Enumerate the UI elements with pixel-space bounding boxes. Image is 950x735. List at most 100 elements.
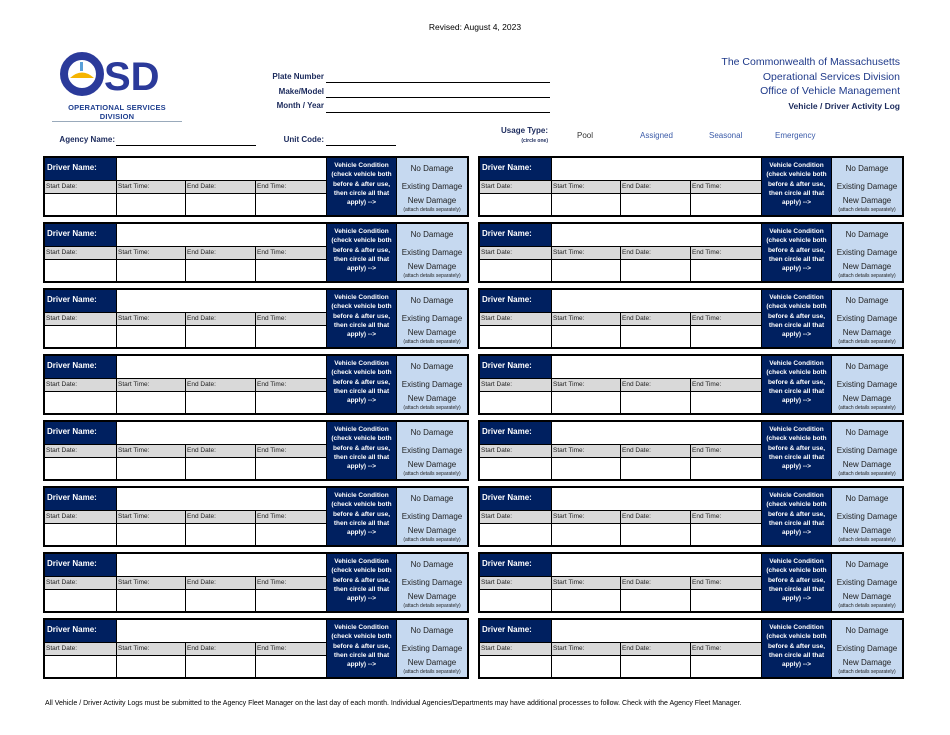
existing-damage-option[interactable]: Existing Damage <box>836 578 898 587</box>
new-damage-option[interactable]: New Damage <box>407 394 457 403</box>
new-damage-option[interactable]: New Damage <box>842 328 892 337</box>
start-date-field[interactable] <box>45 656 117 677</box>
usage-option-pool[interactable]: Pool <box>577 131 594 140</box>
usage-option-assigned[interactable]: Assigned <box>640 131 673 140</box>
start-time-field[interactable] <box>552 524 621 545</box>
driver-name-field[interactable] <box>552 620 762 643</box>
start-time-field[interactable] <box>117 326 186 347</box>
start-time-field[interactable] <box>117 260 186 281</box>
end-date-field[interactable] <box>621 194 691 215</box>
end-time-field[interactable] <box>691 524 762 545</box>
end-time-field[interactable] <box>256 326 327 347</box>
no-damage-option[interactable]: No Damage <box>845 362 889 371</box>
driver-name-field[interactable] <box>552 422 762 445</box>
driver-name-field[interactable] <box>552 158 762 181</box>
end-time-field[interactable] <box>256 194 327 215</box>
no-damage-option[interactable]: No Damage <box>410 296 454 305</box>
unit-code-field[interactable] <box>326 145 396 146</box>
start-date-field[interactable] <box>45 326 117 347</box>
end-date-field[interactable] <box>621 590 691 611</box>
start-time-field[interactable] <box>552 458 621 479</box>
existing-damage-option[interactable]: Existing Damage <box>836 644 898 653</box>
new-damage-option[interactable]: New Damage <box>407 658 457 667</box>
start-date-field[interactable] <box>480 524 552 545</box>
start-date-field[interactable] <box>480 458 552 479</box>
end-date-field[interactable] <box>621 458 691 479</box>
usage-option-emergency[interactable]: Emergency <box>775 131 816 140</box>
start-date-field[interactable] <box>45 260 117 281</box>
driver-name-field[interactable] <box>117 158 327 181</box>
existing-damage-option[interactable]: Existing Damage <box>836 182 898 191</box>
start-date-field[interactable] <box>480 590 552 611</box>
driver-name-field[interactable] <box>552 488 762 511</box>
new-damage-option[interactable]: New Damage <box>407 592 457 601</box>
make-model-field[interactable] <box>326 97 550 98</box>
end-date-field[interactable] <box>621 260 691 281</box>
start-time-field[interactable] <box>552 590 621 611</box>
new-damage-option[interactable]: New Damage <box>407 262 457 271</box>
end-date-field[interactable] <box>186 260 256 281</box>
usage-option-seasonal[interactable]: Seasonal <box>709 131 743 140</box>
existing-damage-option[interactable]: Existing Damage <box>401 380 463 389</box>
end-date-field[interactable] <box>186 194 256 215</box>
end-time-field[interactable] <box>256 524 327 545</box>
agency-name-field[interactable] <box>116 145 256 146</box>
start-date-field[interactable] <box>480 656 552 677</box>
end-date-field[interactable] <box>186 656 256 677</box>
end-time-field[interactable] <box>256 392 327 413</box>
end-date-field[interactable] <box>621 392 691 413</box>
existing-damage-option[interactable]: Existing Damage <box>836 446 898 455</box>
start-date-field[interactable] <box>45 590 117 611</box>
start-time-field[interactable] <box>117 392 186 413</box>
end-date-field[interactable] <box>186 590 256 611</box>
start-date-field[interactable] <box>45 392 117 413</box>
start-date-field[interactable] <box>480 260 552 281</box>
start-time-field[interactable] <box>552 260 621 281</box>
start-date-field[interactable] <box>480 392 552 413</box>
start-time-field[interactable] <box>552 326 621 347</box>
new-damage-option[interactable]: New Damage <box>842 658 892 667</box>
driver-name-field[interactable] <box>117 488 327 511</box>
new-damage-option[interactable]: New Damage <box>407 460 457 469</box>
driver-name-field[interactable] <box>117 620 327 643</box>
no-damage-option[interactable]: No Damage <box>410 494 454 503</box>
end-time-field[interactable] <box>256 458 327 479</box>
no-damage-option[interactable]: No Damage <box>845 230 889 239</box>
driver-name-field[interactable] <box>117 290 327 313</box>
new-damage-option[interactable]: New Damage <box>842 394 892 403</box>
no-damage-option[interactable]: No Damage <box>845 164 889 173</box>
no-damage-option[interactable]: No Damage <box>845 626 889 635</box>
new-damage-option[interactable]: New Damage <box>842 592 892 601</box>
driver-name-field[interactable] <box>117 554 327 577</box>
end-time-field[interactable] <box>691 326 762 347</box>
new-damage-option[interactable]: New Damage <box>407 328 457 337</box>
start-time-field[interactable] <box>117 524 186 545</box>
existing-damage-option[interactable]: Existing Damage <box>836 380 898 389</box>
end-date-field[interactable] <box>621 524 691 545</box>
no-damage-option[interactable]: No Damage <box>845 494 889 503</box>
driver-name-field[interactable] <box>552 554 762 577</box>
new-damage-option[interactable]: New Damage <box>842 262 892 271</box>
existing-damage-option[interactable]: Existing Damage <box>836 314 898 323</box>
plate-number-field[interactable] <box>326 82 550 83</box>
start-date-field[interactable] <box>480 194 552 215</box>
no-damage-option[interactable]: No Damage <box>410 626 454 635</box>
month-year-field[interactable] <box>326 112 550 113</box>
new-damage-option[interactable]: New Damage <box>407 526 457 535</box>
end-date-field[interactable] <box>186 458 256 479</box>
end-time-field[interactable] <box>691 392 762 413</box>
end-date-field[interactable] <box>186 524 256 545</box>
existing-damage-option[interactable]: Existing Damage <box>836 248 898 257</box>
driver-name-field[interactable] <box>117 356 327 379</box>
existing-damage-option[interactable]: Existing Damage <box>401 644 463 653</box>
no-damage-option[interactable]: No Damage <box>845 296 889 305</box>
driver-name-field[interactable] <box>117 224 327 247</box>
start-time-field[interactable] <box>552 194 621 215</box>
start-time-field[interactable] <box>117 194 186 215</box>
driver-name-field[interactable] <box>552 290 762 313</box>
end-time-field[interactable] <box>256 590 327 611</box>
start-time-field[interactable] <box>117 656 186 677</box>
end-date-field[interactable] <box>186 392 256 413</box>
no-damage-option[interactable]: No Damage <box>410 428 454 437</box>
end-time-field[interactable] <box>691 656 762 677</box>
